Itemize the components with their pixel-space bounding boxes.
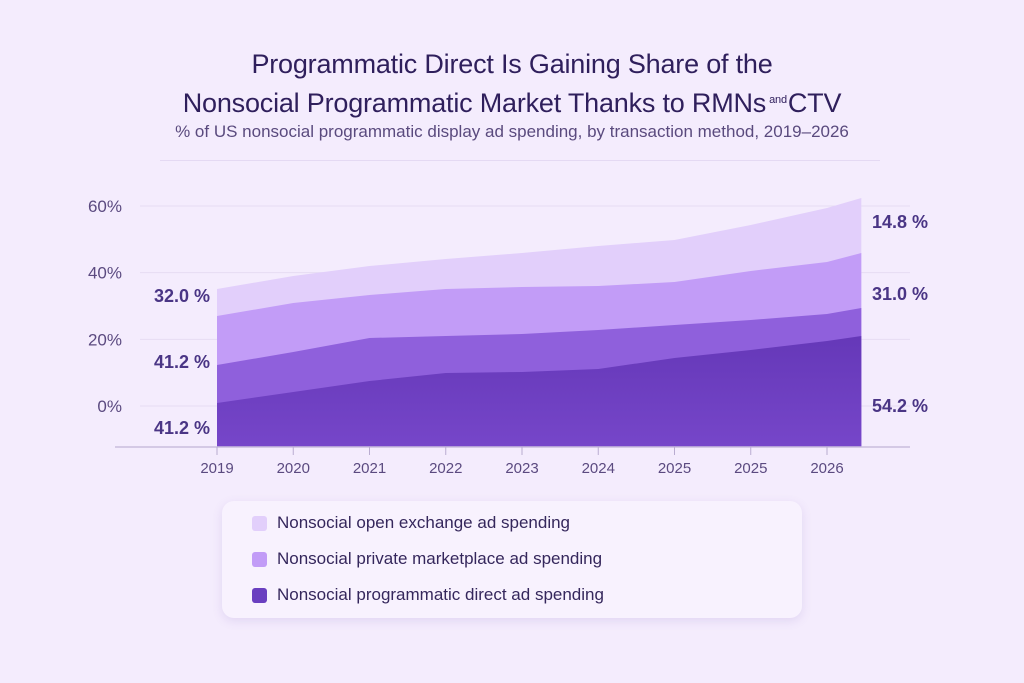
legend-swatch-private-marketplace bbox=[252, 551, 267, 567]
y-axis-ticks: 0% 20% 40% 60% bbox=[88, 197, 122, 416]
legend-label: Nonsocial programmatic direct ad spendin… bbox=[277, 585, 604, 604]
right-annotation: 14.8 % bbox=[872, 212, 928, 232]
left-annotation: 41.2 % bbox=[154, 418, 210, 438]
x-tick-label: 2019 bbox=[200, 460, 233, 477]
x-tick-label: 2021 bbox=[353, 460, 386, 477]
x-axis: 2019 2020 2021 2022 2023 2024 2025 2025 2026 bbox=[115, 446, 910, 477]
x-tick-label: 2025 bbox=[658, 460, 691, 477]
header-divider bbox=[160, 160, 880, 161]
y-tick-label: 0% bbox=[97, 397, 122, 416]
y-tick-label: 60% bbox=[88, 197, 122, 216]
title-line2-main: Nonsocial Programmatic Market Thanks to … bbox=[182, 88, 767, 118]
area-band-nonsocial-programmatic-direct-ad-spending bbox=[217, 336, 862, 447]
title-line2-and: and bbox=[769, 94, 787, 106]
x-tick-label: 2026 bbox=[810, 460, 843, 477]
left-annotation: 41.2 % bbox=[154, 352, 210, 372]
legend-item-programmatic-direct[interactable]: Nonsocial programmatic direct ad spendin… bbox=[252, 584, 604, 606]
left-annotation: 32.0 % bbox=[154, 286, 210, 306]
legend-item-private-marketplace[interactable]: Nonsocial private marketplace ad spendin… bbox=[252, 548, 602, 570]
value-annotations: 32.0 % 41.2 % 41.2 % 14.8 % 31.0 % 54.2 % bbox=[154, 212, 928, 438]
right-annotation: 31.0 % bbox=[872, 284, 928, 304]
x-tick-label: 2022 bbox=[429, 460, 462, 477]
chart-title-line1: Programmatic Direct Is Gaining Share of … bbox=[251, 49, 773, 79]
legend-label: Nonsocial open exchange ad spending bbox=[277, 513, 571, 532]
chart-title-line2: Nonsocial Programmatic Market Thanks to … bbox=[0, 83, 1024, 120]
x-tick-label: 2024 bbox=[582, 460, 615, 477]
legend-swatch-open-exchange bbox=[252, 515, 267, 531]
legend-label: Nonsocial private marketplace ad spendin… bbox=[277, 549, 603, 568]
y-tick-label: 40% bbox=[88, 264, 122, 283]
right-annotation: 54.2 % bbox=[872, 396, 928, 416]
x-tick-label: 2020 bbox=[277, 460, 310, 477]
legend: Nonsocial open exchange ad spending Nons… bbox=[222, 501, 802, 618]
x-tick-label: 2025 bbox=[734, 460, 767, 477]
legend-swatch-programmatic-direct bbox=[252, 587, 267, 603]
legend-item-open-exchange[interactable]: Nonsocial open exchange ad spending bbox=[252, 512, 570, 534]
chart-subtitle: % of US nonsocial programmatic display a… bbox=[175, 122, 849, 141]
x-tick-label: 2023 bbox=[505, 460, 538, 477]
area-bands bbox=[217, 198, 862, 447]
y-tick-label: 20% bbox=[88, 330, 122, 349]
title-line2-end: CTV bbox=[787, 88, 842, 118]
